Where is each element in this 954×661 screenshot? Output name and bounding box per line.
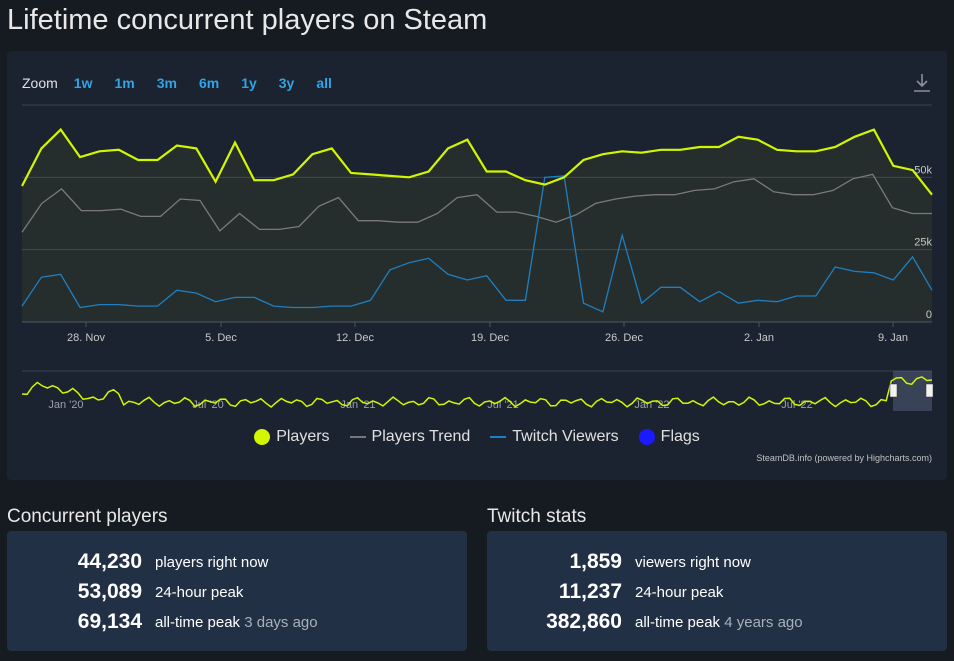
flags-legend-icon	[638, 429, 655, 445]
y-tick-label: 25k	[914, 237, 932, 249]
players-chart: 0 25k 50k 28. Nov 5. Dec 12. Dec 19. Dec 26. De…	[21, 104, 934, 411]
x-tick-label: 5. Dec	[205, 332, 237, 344]
x-tick-label: 28. Nov	[67, 332, 105, 344]
zoom-1m-button[interactable]: 1m	[114, 75, 135, 91]
stat-value: 382,860	[546, 610, 622, 633]
zoom-bar: Zoom 1w 1m 3m 6m 1y 3y all	[22, 75, 354, 91]
stat-label: all-time peak 4 years ago	[635, 614, 803, 631]
zoom-3y-button[interactable]: 3y	[278, 75, 295, 91]
stat-ago: 3 days ago	[244, 614, 318, 631]
legend-item-players[interactable]: Players	[254, 428, 330, 446]
stat-label: all-time peak 3 days ago	[155, 614, 318, 631]
navigator-tick-label: Jan '20	[48, 399, 83, 411]
legend-label-players: Players	[276, 428, 330, 445]
page-title: Lifetime concurrent players on Steam	[7, 4, 488, 36]
navigator-tick-label: Jan '22	[634, 399, 669, 411]
legend-label-twitch-viewers: Twitch Viewers	[512, 428, 619, 445]
concurrent-players-title: Concurrent players	[7, 506, 168, 527]
zoom-1w-button[interactable]: 1w	[73, 75, 93, 91]
chart-panel	[7, 51, 947, 480]
stat-row: 1,859 viewers right now	[487, 550, 947, 580]
stat-label: 24-hour peak	[635, 584, 724, 601]
twitch-stats-box: 1,859 viewers right now 11,237 24-hour p…	[487, 531, 947, 651]
download-icon[interactable]	[912, 72, 932, 94]
navigator-handle	[889, 383, 898, 398]
stat-value: 53,089	[77, 580, 142, 603]
stat-row: 382,860 all-time peak 4 years ago	[487, 610, 947, 640]
players-trend-legend-icon	[349, 436, 366, 438]
stat-label: viewers right now	[635, 554, 751, 571]
x-tick-label: 12. Dec	[336, 332, 374, 344]
legend-item-twitch-viewers[interactable]: Twitch Viewers	[490, 428, 619, 446]
chart-legend: Players Players Trend Twitch Viewers Fla…	[0, 428, 954, 446]
x-tick-label: 9. Jan	[878, 332, 908, 344]
navigator-tick-label: Jan '21	[340, 399, 375, 411]
chart-credit[interactable]: SteamDB.info (powered by Highcharts.com)	[756, 453, 932, 463]
stat-row: 11,237 24-hour peak	[487, 580, 947, 610]
zoom-6m-button[interactable]: 6m	[198, 75, 220, 91]
stat-row: 53,089 24-hour peak	[7, 580, 467, 610]
twitch-legend-icon	[490, 436, 507, 438]
x-tick-label: 2. Jan	[744, 332, 774, 344]
twitch-stats-title: Twitch stats	[487, 506, 587, 527]
navigator-players-line	[21, 376, 933, 408]
stat-row: 44,230 players right now	[7, 550, 467, 580]
y-tick-label: 0	[926, 309, 932, 321]
stat-value: 11,237	[558, 580, 622, 603]
stat-row: 69,134 all-time peak 3 days ago	[7, 610, 467, 640]
zoom-1y-button[interactable]: 1y	[241, 75, 257, 91]
stat-label: 24-hour peak	[155, 584, 244, 601]
legend-item-flags[interactable]: Flags	[638, 428, 700, 446]
players-line	[21, 127, 933, 196]
y-tick-label: 50k	[914, 164, 932, 176]
x-tick-label: 26. Dec	[605, 332, 643, 344]
players-legend-icon	[254, 429, 271, 445]
x-tick-label: 19. Dec	[471, 332, 509, 344]
players-trend-line	[21, 173, 932, 233]
players-area	[22, 129, 932, 322]
twitch-viewers-line	[21, 175, 933, 313]
concurrent-players-box: 44,230 players right now 53,089 24-hour …	[7, 531, 467, 651]
navigator-handle	[925, 383, 934, 398]
legend-label-players-trend: Players Trend	[371, 428, 471, 445]
stat-label: players right now	[155, 554, 269, 571]
zoom-label: Zoom	[22, 75, 58, 91]
stat-value: 69,134	[77, 610, 142, 633]
legend-item-players-trend[interactable]: Players Trend	[349, 428, 471, 446]
stat-value: 44,230	[77, 550, 142, 573]
legend-label-flags: Flags	[660, 428, 700, 445]
stat-value: 1,859	[569, 550, 622, 573]
stat-ago: 4 years ago	[724, 614, 803, 631]
zoom-all-button[interactable]: all	[316, 75, 332, 91]
zoom-3m-button[interactable]: 3m	[156, 75, 177, 91]
